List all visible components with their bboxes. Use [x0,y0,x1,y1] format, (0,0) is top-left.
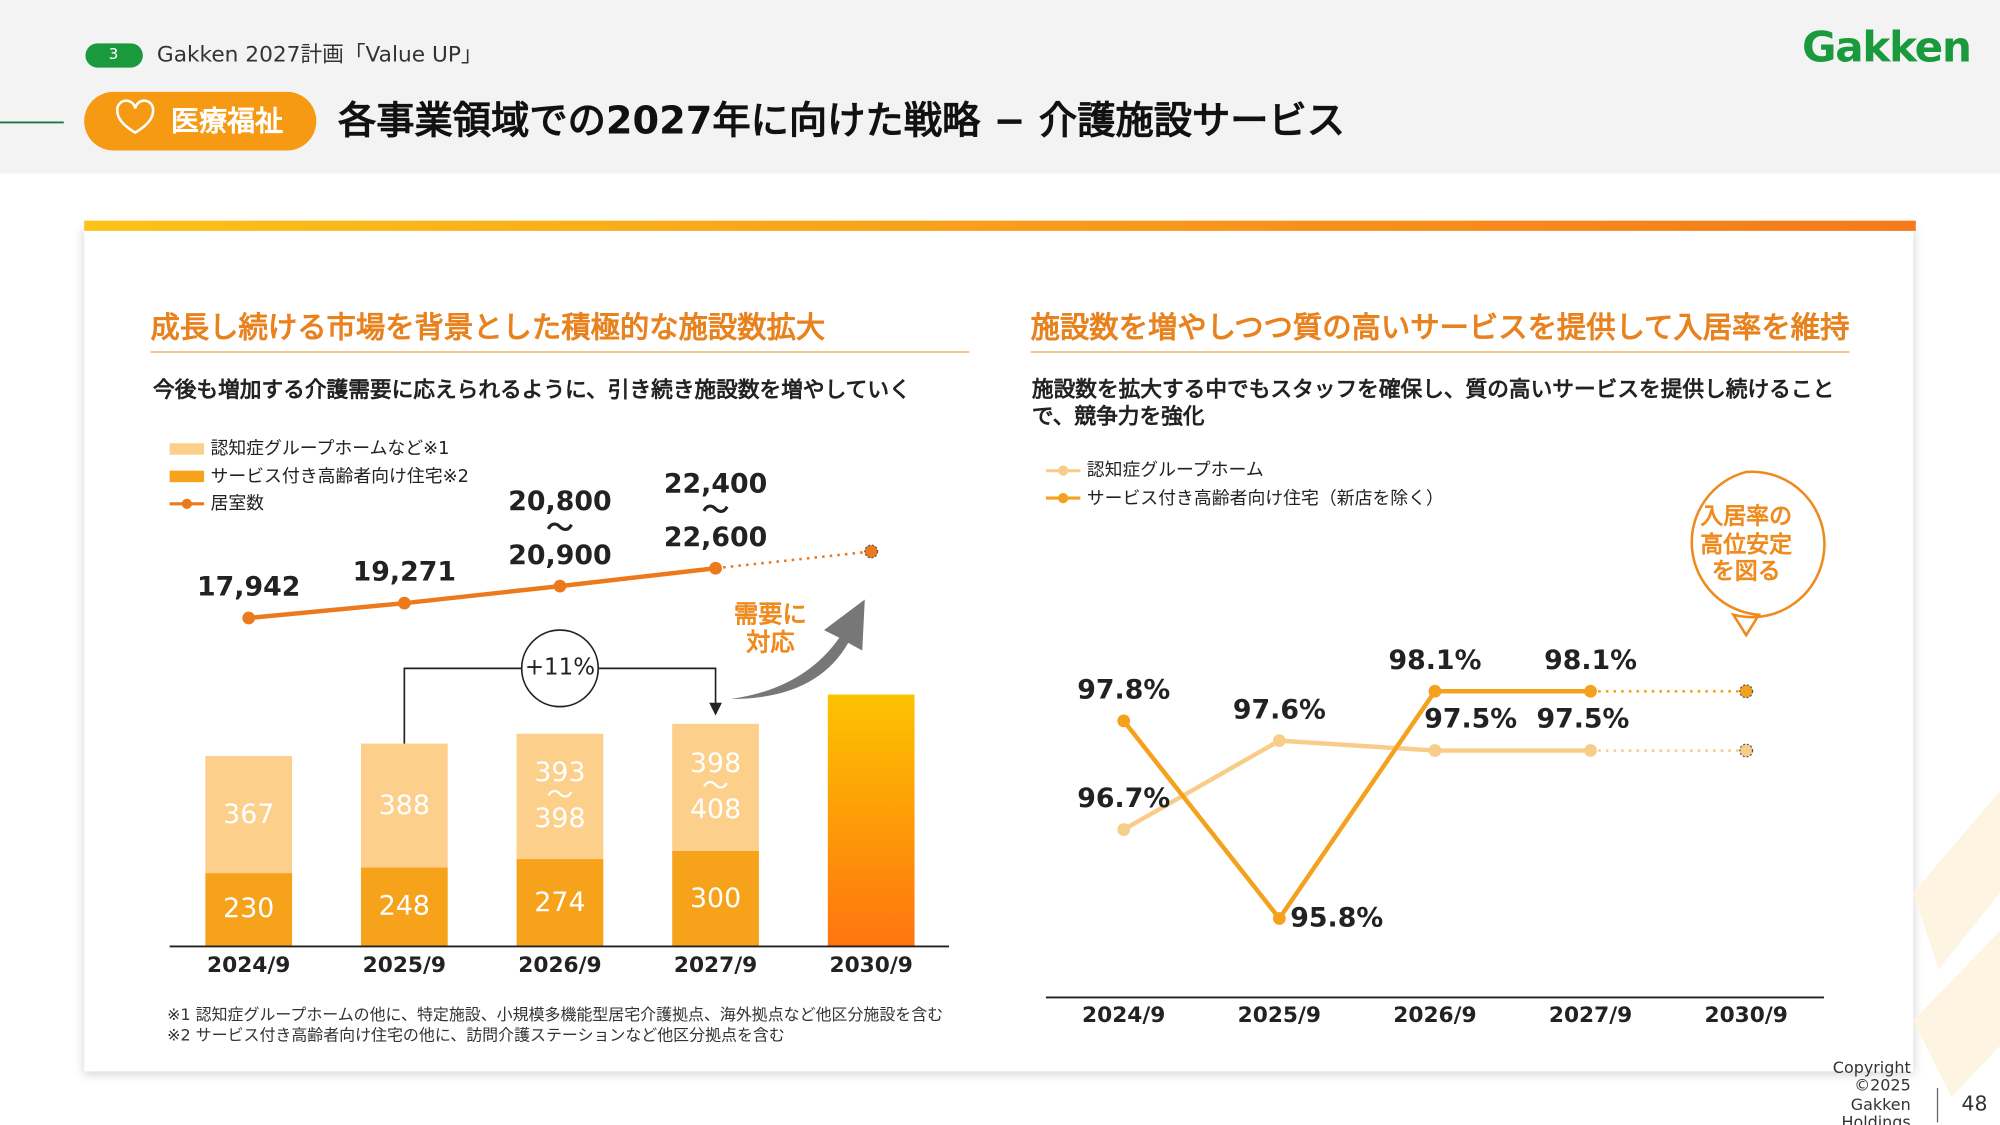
data-label: 96.7% [1077,782,1171,814]
data-point [553,579,567,593]
bar-segment [205,873,293,947]
data-label: 98.1% [1388,644,1482,676]
page-pill [85,43,143,68]
data-line [1121,689,1591,923]
data-label: 97.5% [1536,703,1630,735]
data-label: 97.8% [1077,674,1171,705]
data-label: 19,271 [352,555,457,587]
bar-segment [205,756,293,874]
bar-segment [360,743,448,868]
section-heading: 成長し続ける市場を背景とした積極的な施設数拡大 [150,312,826,346]
projection-line [715,550,872,570]
bar-label: 393 〜 398 [534,757,586,834]
bar-segment [360,867,448,947]
data-point [1272,734,1286,748]
data-label: 17,942 [197,570,301,602]
data-line [248,566,716,621]
x-tick-label: 2026/9 [1393,1002,1477,1029]
arrow-head [709,702,722,716]
data-point [1428,744,1442,757]
segment-label: 医療福祉 [170,106,284,139]
bar-segment [827,694,915,947]
legend-swatch [1058,492,1069,504]
header-band [0,0,2000,174]
decoration [1913,790,2000,970]
bar-label: 230 [223,893,275,924]
slide-number: 48 [1961,1091,1988,1116]
projected-point [1739,684,1754,699]
data-point [1272,912,1286,925]
logo: Gakken [1801,21,1972,72]
x-tick-label: 2024/9 [1082,1002,1166,1029]
bar-segment [672,850,759,947]
x-tick-label: 2030/9 [829,953,913,979]
data-label: 22,400 〜 22,600 [663,467,768,552]
bar-label: 274 [534,886,586,917]
x-tick-label: 2027/9 [673,953,758,979]
x-tick-label: 2030/9 [1704,1002,1788,1029]
bar-segment [516,859,604,947]
x-tick-label: 2026/9 [518,953,602,979]
callout-label: 入居率の 高位安定 を図る [1700,503,1793,586]
footnote: ※1 認知症グループホームの他に、特定施設、小規模多機能型居宅介護拠点、海外拠点… [167,1004,944,1024]
legend-label: 居室数 [210,493,265,514]
bar-segment [672,723,759,851]
data-point [1117,714,1131,728]
card-top-bar [84,220,1916,231]
legend-swatch [181,498,192,509]
x-tick-label: 2025/9 [1237,1002,1322,1029]
legend-swatch [1058,465,1069,476]
x-tick-label: 2025/9 [362,953,447,979]
data-label: 97.6% [1232,694,1326,725]
bar-label: 367 [223,798,275,829]
data-label: 20,800 〜 20,900 [508,485,612,570]
legend-label: 認知症グループホームなど※1 [210,438,450,460]
page-badge: 3 [108,44,119,63]
data-label: 98.1% [1544,644,1638,676]
x-tick-label: 2024/9 [207,953,291,979]
x-tick-label: 2027/9 [1548,1002,1633,1029]
page-title: 各事業領域での2027年に向けた戦略 − 介護施設サービス [338,99,1346,144]
callout-bubble [1690,470,1826,638]
copyright: Copyright ©2025 Gakken Holdings Co., Ltd… [1832,1057,1911,1125]
data-label: 95.8% [1290,902,1384,934]
growth-label: +11% [524,653,596,681]
legend-label: サービス付き高齢者向け住宅※2 [210,466,469,487]
demand-label: 需要に 対応 [734,600,807,657]
legend-label: 認知症グループホーム [1086,460,1264,481]
badge-icon [116,99,155,135]
bar-label: 248 [378,890,430,922]
section-heading: 施設数を増やしつつ質の高いサービスを提供して入居率を維持 [1030,312,1850,346]
growth-circle [520,629,600,708]
decoration [1913,931,2000,1097]
bar-label: 300 [689,882,742,913]
legend-swatch [169,470,205,483]
data-point [1117,823,1131,836]
legend-label: サービス付き高齢者向け住宅（新店を除く） [1086,487,1444,509]
legend-swatch [169,443,205,455]
demand-arrow [730,599,865,699]
data-point [1428,684,1442,698]
section-lead: 今後も増加する介護需要に応えられるように、引き続き施設数を増やしていく [153,377,911,404]
bar-segment [516,733,604,860]
bar-label: 388 [378,789,430,820]
data-point [397,596,411,610]
projected-point [1739,743,1754,758]
bar-label: 398 〜 408 [689,748,742,825]
data-label: 97.5% [1424,703,1518,735]
data-point [242,611,256,625]
section-lead: 施設数を拡大する中でもスタッフを確保し、質の高いサービスを提供し続けることで、競… [1031,377,1835,431]
segment-badge [84,91,317,151]
plan-name: Gakken 2027計画「Value UP」 [156,42,483,68]
footnote: ※2 サービス付き高齢者向け住宅の他に、訪問介護ステーションなど他区分拠点を含む [167,1025,785,1045]
data-line [1122,738,1591,832]
projected-point [864,544,879,559]
